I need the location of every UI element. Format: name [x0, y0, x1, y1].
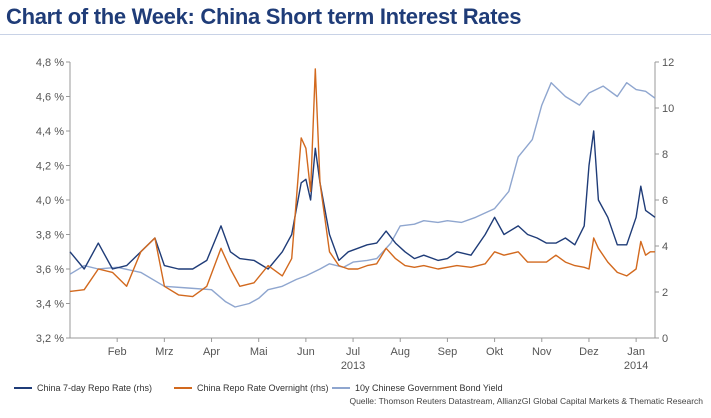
x-tick-label: Jun — [297, 346, 315, 358]
y-right-tick-label: 6 — [662, 195, 668, 207]
y-right-tick-label: 8 — [662, 149, 668, 161]
chart-tick-labels: 3,2 % 3,4 % 3,6 % 3,8 % 4,0 % 4,2 % 4,4 % 4,6 %… — [36, 57, 674, 372]
y-left-tick-label: 4,4 % — [36, 126, 64, 138]
x-tick-label: Mrz — [155, 346, 173, 358]
legend-swatch-repo-overnight — [174, 387, 192, 389]
series-line-china-repo-rate-overnight-rhs — [69, 68, 655, 298]
y-right-tick-label: 2 — [662, 287, 668, 299]
y-left-tick-label: 4,8 % — [36, 57, 64, 69]
x-tick-label: Jan — [627, 346, 645, 358]
legend-item-repo-overnight: China Repo Rate Overnight (rhs) — [174, 383, 329, 393]
legend-label-bond-yield: 10y Chinese Government Bond Yield — [355, 383, 503, 393]
y-left-tick-label: 4,2 % — [36, 161, 64, 173]
x-tick-label: Jul — [346, 346, 360, 358]
x-tick-label: Sep — [438, 346, 458, 358]
legend-swatch-bond-yield — [332, 387, 350, 389]
legend-item-repo-7d: China 7-day Repo Rate (rhs) — [14, 383, 152, 393]
legend-item-bond-yield: 10y Chinese Government Bond Yield — [332, 383, 503, 393]
y-left-tick-label: 3,2 % — [36, 333, 64, 345]
x-tick-label: Feb — [108, 346, 127, 358]
x-tick-label: Nov — [532, 346, 552, 358]
title-divider — [0, 34, 711, 35]
x-tick-label: Okt — [486, 346, 503, 358]
x-tick-label: Dez — [579, 346, 599, 358]
chart-axes — [66, 61, 659, 342]
series-line-china-7-day-repo-rate-rhs — [69, 130, 656, 270]
x-year-label: 2014 — [624, 360, 648, 372]
y-right-tick-label: 0 — [662, 333, 668, 345]
legend-label-repo-7d: China 7-day Repo Rate (rhs) — [37, 383, 153, 393]
x-year-label: 2013 — [341, 360, 365, 372]
y-right-tick-label: 12 — [662, 57, 674, 69]
x-tick-label: Apr — [203, 346, 220, 358]
y-right-tick-label: 10 — [662, 103, 674, 115]
y-left-tick-label: 4,0 % — [36, 195, 64, 207]
x-tick-label: Aug — [390, 346, 410, 358]
y-right-tick-label: 4 — [662, 241, 668, 253]
source-note: Quelle: Thomson Reuters Datastream, Alli… — [349, 396, 703, 406]
x-tick-label: Mai — [250, 346, 268, 358]
legend-label-repo-overnight: China Repo Rate Overnight (rhs) — [197, 383, 329, 393]
y-left-tick-label: 3,8 % — [36, 230, 64, 242]
y-left-tick-label: 3,6 % — [36, 264, 64, 276]
y-left-tick-label: 3,4 % — [36, 299, 64, 311]
chart-series — [69, 68, 656, 308]
line-chart: 3,2 % 3,4 % 3,6 % 3,8 % 4,0 % 4,2 % 4,4 % 4,6 %… — [36, 57, 674, 372]
y-left-tick-label: 4,6 % — [36, 92, 64, 104]
legend-swatch-repo-7d — [14, 387, 32, 389]
series-line-10y-chinese-government-bond-yield — [69, 82, 656, 308]
chart-title: Chart of the Week: China Short term Inte… — [6, 4, 522, 29]
